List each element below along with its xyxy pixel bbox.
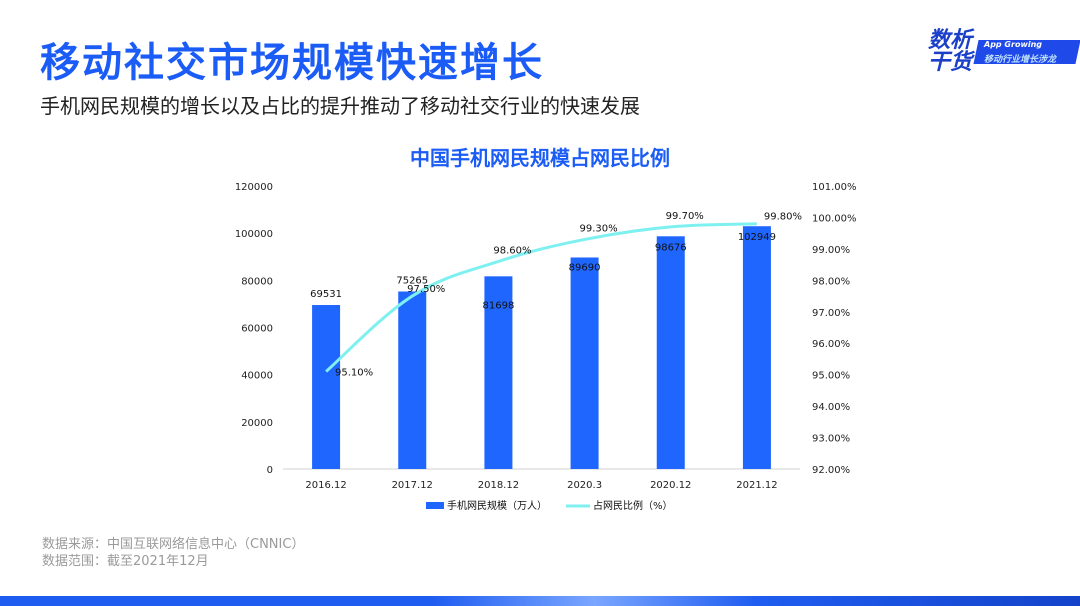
left-axis-tick-label: 0 [267,465,273,476]
right-axis-tick-label: 95.00% [812,371,850,382]
bar-data-label: 102949 [738,232,776,243]
line-data-label: 99.70% [666,211,704,222]
source-line-2: 数据范围：截至2021年12月 [42,554,209,569]
bar [570,257,599,469]
x-axis-tick-label: 2016.12 [305,480,346,491]
left-axis-tick-label: 60000 [241,324,273,335]
right-axis-tick-label: 96.00% [812,339,850,350]
right-axis-tick-label: 100.00% [812,213,857,224]
right-axis-tick-label: 99.00% [812,245,850,256]
logo-english-text: App Growing [984,40,1042,49]
line-data-label: 99.80% [764,212,802,223]
x-axis-tick-label: 2021.12 [736,480,777,491]
bar [742,226,771,469]
x-axis-tick-label: 2017.12 [392,480,433,491]
logo-main-text: 数析干货 [928,28,973,75]
bar [398,291,427,469]
series-line [325,222,757,373]
bar-data-label: 75265 [396,276,428,287]
page-title: 移动社交市场规模快速增长 [40,40,544,86]
page-subtitle: 手机网民规模的增长以及占比的提升推动了移动社交行业的快速发展 [40,94,640,118]
bar-data-label: 98676 [655,242,687,253]
data-source-note: 数据来源：中国互联网络信息中心（CNNIC） 数据范围：截至2021年12月 [42,536,304,570]
left-axis-tick-label: 100000 [235,229,273,240]
legend-bar-swatch [426,502,444,509]
left-axis-tick-label: 120000 [235,182,273,193]
left-axis-tick-label: 40000 [241,371,273,382]
bar [312,305,341,469]
right-axis-tick-label: 98.00% [812,276,850,287]
left-axis-tick-label: 80000 [241,276,273,287]
line-data-label: 97.50% [407,284,445,295]
legend-line-label: 占网民比例（%） [593,499,673,512]
source-line-1: 数据来源：中国互联网络信息中心（CNNIC） [42,537,305,552]
brand-logo: 数析干货 App Growing 移动行业增长涉龙 [918,16,1080,96]
line-data-label: 95.10% [335,368,373,379]
logo-chinese-text: 移动行业增长涉龙 [984,55,1057,65]
bottom-accent-bar [0,596,1080,606]
x-axis-tick-label: 2018.12 [478,480,519,491]
right-axis-tick-label: 97.00% [812,308,850,319]
x-axis-tick-label: 2020.12 [650,480,691,491]
bar-data-label: 81698 [483,300,515,311]
left-axis-tick-label: 20000 [241,418,273,429]
line-data-label: 99.30% [580,223,618,234]
bar [484,276,513,469]
right-axis-tick-label: 93.00% [812,434,850,445]
line-data-label: 98.60% [493,245,531,256]
x-axis-tick-label: 2020.3 [567,480,602,491]
bar-data-label: 89690 [569,262,601,273]
bar [656,236,685,469]
right-axis-tick-label: 92.00% [812,465,850,476]
chart-title: 中国手机网民规模占网民比例 [410,146,670,170]
right-axis-tick-label: 94.00% [812,402,850,413]
right-axis-tick-label: 101.00% [812,182,857,193]
bar-data-label: 69531 [310,289,342,300]
legend-bar-label: 手机网民规模（万人） [447,499,547,512]
